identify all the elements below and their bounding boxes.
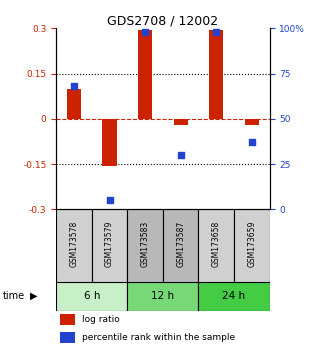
Bar [127,209,163,282]
Point [178,152,183,158]
Bar [198,282,270,311]
Point [143,29,148,35]
Bar [209,30,223,119]
Bar [138,30,152,119]
Text: 12 h: 12 h [151,291,175,301]
Text: percentile rank within the sample: percentile rank within the sample [82,333,235,342]
Title: GDS2708 / 12002: GDS2708 / 12002 [107,14,219,27]
Bar [163,209,198,282]
Bar [245,119,259,125]
Text: GSM173658: GSM173658 [212,221,221,267]
Bar [174,119,188,125]
Bar [60,332,75,343]
Bar [127,282,198,311]
Bar [56,209,92,282]
Text: ▶: ▶ [30,291,37,301]
Bar [92,209,127,282]
Point [249,139,255,145]
Point [71,84,76,89]
Bar [56,282,127,311]
Bar [67,88,81,119]
Bar [198,209,234,282]
Text: GSM173659: GSM173659 [247,221,256,267]
Text: GSM173579: GSM173579 [105,221,114,267]
Text: GSM173583: GSM173583 [141,221,150,267]
Text: 6 h: 6 h [83,291,100,301]
Text: log ratio: log ratio [82,315,119,324]
Bar [234,209,270,282]
Text: GSM173587: GSM173587 [176,221,185,267]
Text: GSM173578: GSM173578 [69,221,78,267]
Bar [60,314,75,325]
Text: 24 h: 24 h [222,291,246,301]
Bar [102,119,117,166]
Point [214,29,219,35]
Point [107,198,112,203]
Text: time: time [3,291,25,301]
